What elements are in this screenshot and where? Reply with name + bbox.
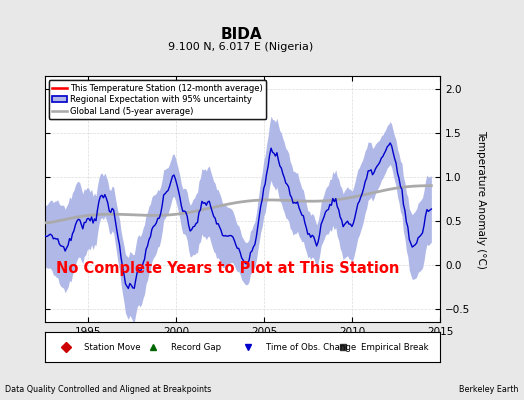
Text: Time of Obs. Change: Time of Obs. Change [266,342,356,352]
Y-axis label: Temperature Anomaly (°C): Temperature Anomaly (°C) [476,130,486,268]
Text: Berkeley Earth: Berkeley Earth [460,385,519,394]
Text: 9.100 N, 6.017 E (Nigeria): 9.100 N, 6.017 E (Nigeria) [168,42,314,52]
Text: Station Move: Station Move [84,342,141,352]
Text: No Complete Years to Plot at This Station: No Complete Years to Plot at This Statio… [57,261,400,276]
Text: Empirical Break: Empirical Break [361,342,429,352]
Text: BIDA: BIDA [220,27,262,42]
Legend: This Temperature Station (12-month average), Regional Expectation with 95% uncer: This Temperature Station (12-month avera… [49,80,267,119]
Text: Data Quality Controlled and Aligned at Breakpoints: Data Quality Controlled and Aligned at B… [5,385,212,394]
Text: Record Gap: Record Gap [171,342,221,352]
